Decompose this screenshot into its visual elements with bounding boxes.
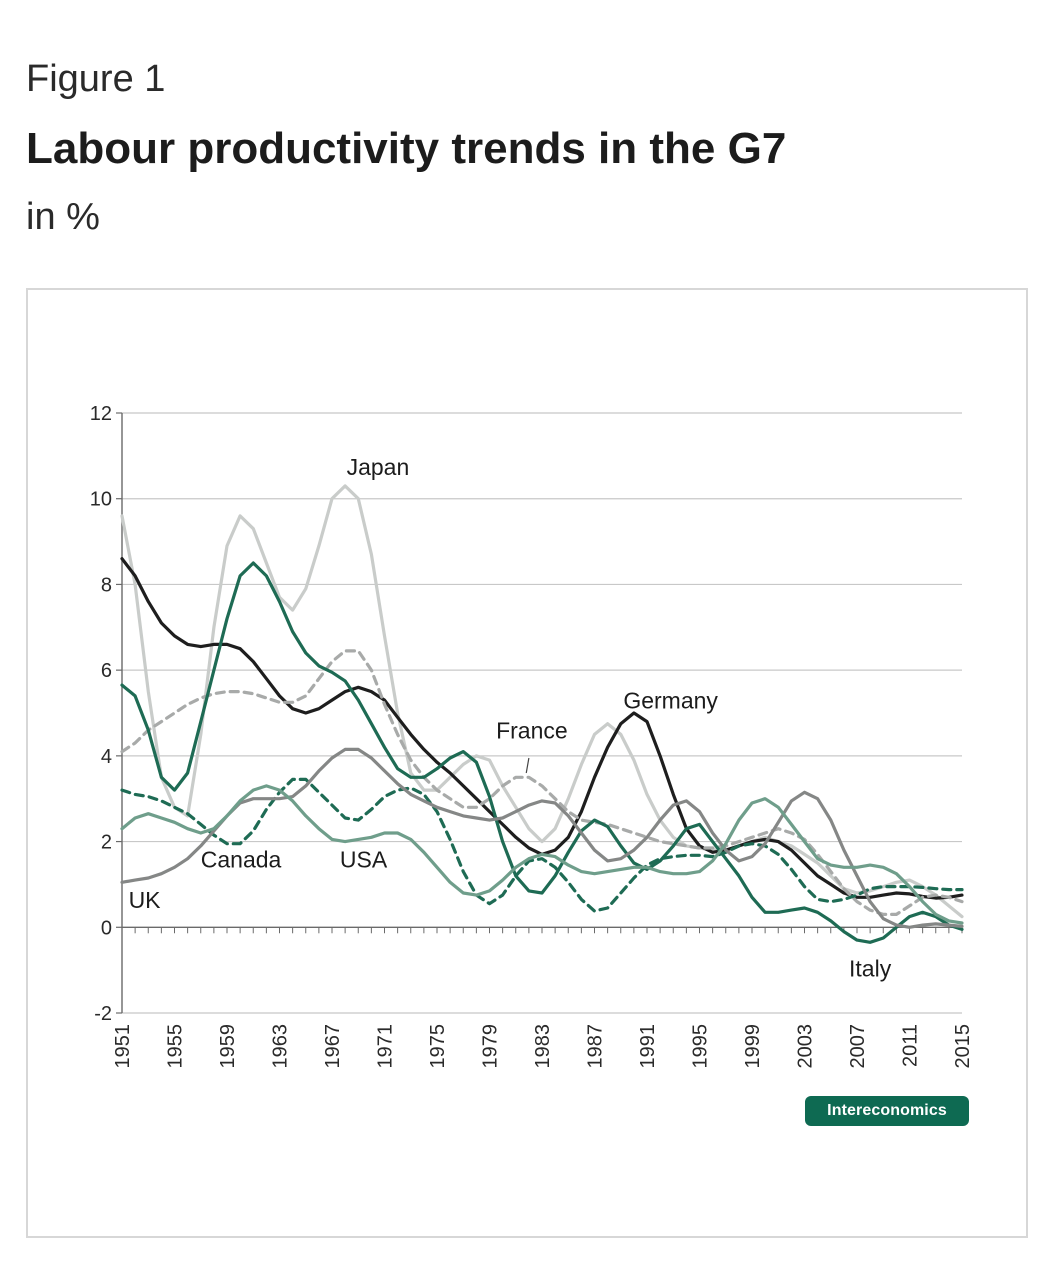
- x-tick-label: 2003: [795, 1024, 817, 1069]
- x-tick-label: 1959: [217, 1024, 239, 1069]
- series-line-uk: [120, 747, 964, 929]
- x-tick-label: 1971: [375, 1024, 397, 1069]
- y-tick-label: 12: [90, 403, 112, 425]
- series-line-japan: [120, 484, 964, 919]
- x-tick-label: 2007: [847, 1024, 869, 1069]
- x-tick-label: 1999: [742, 1024, 764, 1069]
- series-line-usa: [120, 777, 964, 913]
- series-label-germany: Germany: [623, 688, 718, 714]
- x-tick-label: 1995: [690, 1024, 712, 1069]
- y-tick-label: 10: [90, 489, 112, 511]
- series-line-italy: [120, 784, 964, 925]
- x-tick-label: 1951: [112, 1024, 134, 1069]
- x-tick-label: 1979: [480, 1024, 502, 1069]
- y-tick-label: 2: [101, 832, 112, 854]
- series-label-canada: Canada: [201, 846, 282, 872]
- france-leader-line: [525, 757, 530, 774]
- x-tick-label: 1955: [165, 1024, 187, 1069]
- x-tick-label: 1975: [427, 1024, 449, 1069]
- x-tick-label: 1963: [270, 1024, 292, 1069]
- series-line-france: [120, 649, 964, 917]
- series-line-canada: [120, 561, 964, 944]
- y-tick-label: 4: [101, 746, 112, 768]
- series-label-france: France: [496, 718, 568, 744]
- series-label-usa: USA: [340, 846, 388, 872]
- series-label-uk: UK: [129, 887, 162, 913]
- y-tick-label: -2: [94, 1003, 112, 1025]
- x-tick-label: 1987: [585, 1024, 607, 1069]
- y-tick-label: 6: [101, 660, 112, 682]
- publisher-badge: Intereconomics: [805, 1096, 969, 1126]
- x-tick-label: 1983: [532, 1024, 554, 1069]
- x-tick-label: 2011: [900, 1024, 922, 1067]
- chart-title: Labour productivity trends in the G7: [26, 124, 787, 173]
- y-tick-label: 8: [101, 574, 112, 596]
- x-tick-label: 1991: [637, 1024, 659, 1069]
- x-tick-label: 2015: [952, 1024, 974, 1069]
- x-tick-label: 1967: [322, 1024, 344, 1069]
- series-label-japan: Japan: [347, 454, 410, 480]
- figure-label: Figure 1: [26, 58, 166, 100]
- chart-subtitle: in %: [26, 196, 100, 238]
- chart-panel: [26, 288, 1028, 1238]
- series-label-italy: Italy: [849, 956, 892, 982]
- y-tick-label: 0: [101, 917, 112, 939]
